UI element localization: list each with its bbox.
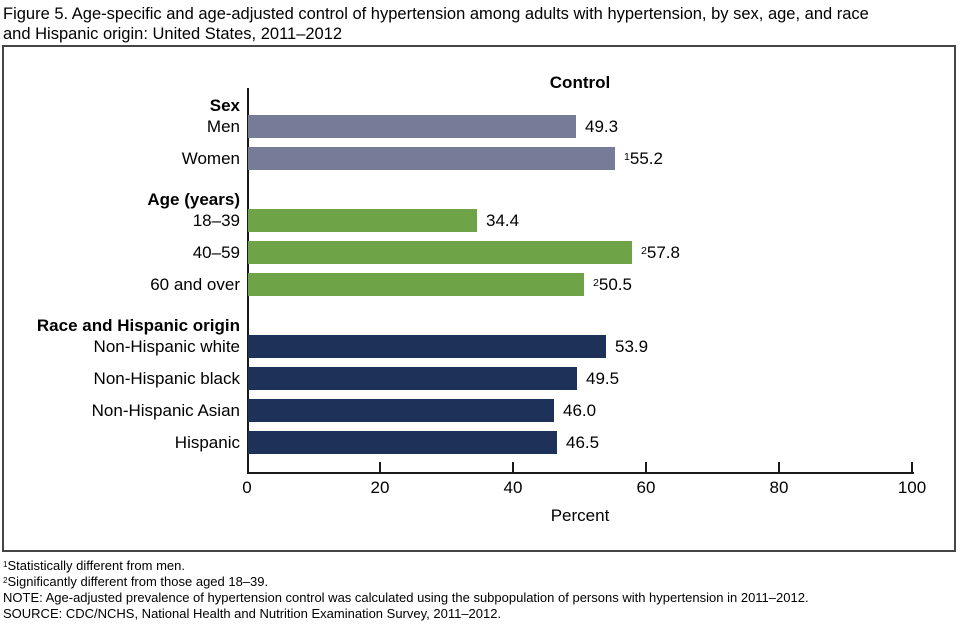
x-tick-label-60: 60 bbox=[636, 478, 656, 497]
category-label-18-39: 18–39 bbox=[192, 211, 240, 230]
group-header-sex: Sex bbox=[209, 96, 240, 115]
category-label-men: Men bbox=[206, 117, 240, 136]
footnote-2: 2Significantly different from those aged… bbox=[3, 574, 809, 590]
bar-non-hispanic-white bbox=[248, 335, 606, 358]
category-label-hispanic: Hispanic bbox=[174, 433, 240, 452]
figure-title-line-1: Figure 5. Age-specific and age-adjusted … bbox=[3, 5, 869, 23]
plot-area: Control Percent Sex Men 49.3 Women 155.2 Age … bbox=[4, 47, 954, 550]
footnote-source-text: SOURCE: CDC/NCHS, National Health and Nu… bbox=[3, 606, 502, 621]
x-tick-label-0: 0 bbox=[242, 478, 252, 497]
chart-panel: Control Percent Sex Men 49.3 Women 155.2 Age … bbox=[2, 45, 956, 552]
category-label-non-hispanic-asian: Non-Hispanic Asian bbox=[91, 401, 240, 420]
x-axis-tick-20 bbox=[379, 462, 381, 472]
x-axis-tick-100 bbox=[911, 462, 913, 472]
value-label-women: 155.2 bbox=[624, 149, 663, 168]
x-axis-tick-40 bbox=[512, 462, 514, 472]
figure-title: Figure 5. Age-specific and age-adjusted … bbox=[3, 4, 869, 44]
bar-women bbox=[248, 147, 615, 170]
bar-non-hispanic-black bbox=[248, 367, 577, 390]
bar-men bbox=[248, 115, 576, 138]
footnote-2-superscript: 2 bbox=[3, 575, 8, 585]
category-label-60-and-over: 60 and over bbox=[150, 275, 240, 294]
x-axis-tick-80 bbox=[778, 462, 780, 472]
x-axis-line bbox=[247, 472, 914, 474]
value-label-non-hispanic-black: 49.5 bbox=[586, 369, 620, 388]
footnotes: 1Statistically different from men. 2Sign… bbox=[3, 558, 809, 622]
panel-title-control: Control bbox=[549, 73, 611, 92]
value-superscript: 2 bbox=[641, 244, 647, 257]
footnote-note-text: NOTE: Age-adjusted prevalence of hyperte… bbox=[3, 590, 809, 605]
bar-18-39 bbox=[248, 209, 477, 232]
bar-40-59 bbox=[248, 241, 632, 264]
figure-title-line-2: and Hispanic origin: United States, 2011… bbox=[3, 25, 343, 43]
bar-hispanic bbox=[248, 431, 557, 454]
category-label-women: Women bbox=[181, 149, 240, 168]
footnote-note: NOTE: Age-adjusted prevalence of hyperte… bbox=[3, 590, 809, 606]
bar-60-and-over bbox=[248, 273, 584, 296]
value-label-non-hispanic-white: 53.9 bbox=[615, 337, 649, 356]
value-label-hispanic: 46.5 bbox=[566, 433, 600, 452]
value-label-men: 49.3 bbox=[585, 117, 619, 136]
value-label-non-hispanic-asian: 46.0 bbox=[563, 401, 597, 420]
x-tick-label-40: 40 bbox=[503, 478, 523, 497]
value-label-60-and-over: 250.5 bbox=[593, 275, 632, 294]
bar-non-hispanic-asian bbox=[248, 399, 554, 422]
category-label-non-hispanic-white: Non-Hispanic white bbox=[93, 337, 240, 356]
footnote-1: 1Statistically different from men. bbox=[3, 558, 809, 574]
x-tick-label-100: 100 bbox=[897, 478, 927, 497]
footnote-1-text: Statistically different from men. bbox=[7, 558, 185, 573]
group-header-race-and-hispanic-origin: Race and Hispanic origin bbox=[36, 316, 240, 335]
value-superscript: 2 bbox=[593, 276, 599, 289]
value-label-18-39: 34.4 bbox=[486, 211, 520, 230]
category-label-non-hispanic-black: Non-Hispanic black bbox=[93, 369, 240, 388]
footnote-source: SOURCE: CDC/NCHS, National Health and Nu… bbox=[3, 606, 809, 622]
x-axis-tick-60 bbox=[645, 462, 647, 472]
value-superscript: 1 bbox=[624, 150, 630, 163]
category-label-40-59: 40–59 bbox=[192, 243, 240, 262]
group-header-age-years: Age (years) bbox=[147, 190, 240, 209]
footnote-1-superscript: 1 bbox=[3, 559, 8, 569]
footnote-2-text: Significantly different from those aged … bbox=[7, 574, 269, 589]
x-tick-label-20: 20 bbox=[370, 478, 390, 497]
x-tick-label-80: 80 bbox=[769, 478, 789, 497]
value-label-40-59: 257.8 bbox=[641, 243, 680, 262]
x-axis-label: Percent bbox=[550, 506, 610, 525]
